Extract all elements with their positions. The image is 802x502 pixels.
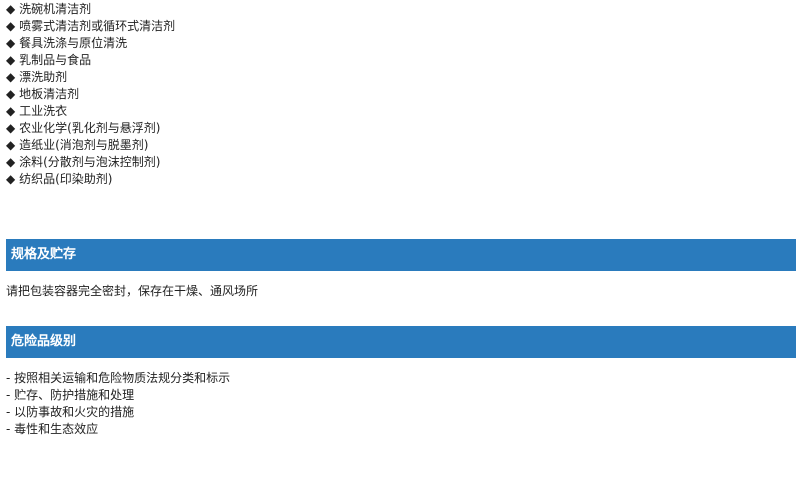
item-text: 造纸业(消泡剂与脱墨剂) [19,138,149,152]
diamond-icon: ◆ [6,138,16,152]
item-text: 漂洗助剂 [19,70,68,84]
list-item: - 按照相关运输和危险物质法规分类和标示 [6,371,231,385]
diamond-icon: ◆ [6,121,16,135]
list-item: ◆ 造纸业(消泡剂与脱墨剂) [6,137,175,154]
list-item: ◆ 喷雾式清洁剂或循环式清洁剂 [6,18,175,35]
diamond-icon: ◆ [6,87,16,101]
item-text: 乳制品与食品 [19,53,92,67]
hazard-section-header: 危险品级别 [6,326,796,358]
diamond-icon: ◆ [6,53,16,67]
list-item: - 贮存、防护措施和处理 [6,388,135,402]
list-item: ◆ 农业化学(乳化剂与悬浮剂) [6,120,175,137]
diamond-icon: ◆ [6,2,16,16]
list-item: ◆ 漂洗助剂 [6,69,175,86]
diamond-icon: ◆ [6,70,16,84]
list-item: ◆ 餐具洗涤与原位清洗 [6,35,175,52]
storage-text: 请把包装容器完全密封，保存在干燥、通风场所 [6,284,259,298]
diamond-icon: ◆ [6,155,16,169]
storage-section-header: 规格及贮存 [6,239,796,271]
item-text: 纺织品(印染助剂) [19,172,113,186]
item-text: 涂料(分散剂与泡沫控制剂) [19,155,161,169]
diamond-icon: ◆ [6,36,16,50]
list-item: ◆ 洗碗机清洁剂 [6,1,175,18]
diamond-icon: ◆ [6,19,16,33]
list-item: ◆ 地板清洁剂 [6,86,175,103]
list-item: ◆ 涂料(分散剂与泡沫控制剂) [6,154,175,171]
list-item: ◆ 纺织品(印染助剂) [6,171,175,188]
item-text: 喷雾式清洁剂或循环式清洁剂 [19,19,176,33]
item-text: 农业化学(乳化剂与悬浮剂) [19,121,161,135]
item-text: 餐具洗涤与原位清洗 [19,36,128,50]
list-item: - 以防事故和火灾的措施 [6,405,135,419]
hazard-list: - 按照相关运输和危险物质法规分类和标示 - 贮存、防护措施和处理 - 以防事故… [6,370,230,438]
diamond-icon: ◆ [6,172,16,186]
diamond-icon: ◆ [6,104,16,118]
list-item: ◆ 工业洗衣 [6,103,175,120]
applications-list: ◆ 洗碗机清洁剂 ◆ 喷雾式清洁剂或循环式清洁剂 ◆ 餐具洗涤与原位清洗 ◆ 乳… [6,1,175,188]
list-item: - 毒性和生态效应 [6,422,99,436]
item-text: 地板清洁剂 [19,87,80,101]
list-item: ◆ 乳制品与食品 [6,52,175,69]
item-text: 工业洗衣 [19,104,68,118]
item-text: 洗碗机清洁剂 [19,2,92,16]
